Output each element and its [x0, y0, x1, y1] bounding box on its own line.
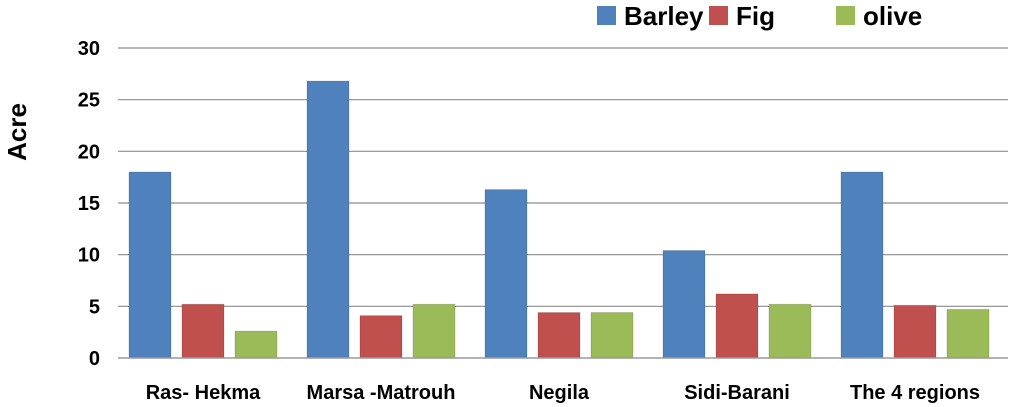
x-tick-label: Marsa -Matrouh [307, 382, 456, 404]
y-tick-label: 10 [78, 245, 100, 267]
bar-barley-2 [306, 80, 350, 359]
y-tick-label: 30 [78, 38, 100, 60]
bar-fig-1 [181, 303, 225, 359]
bar-olive-1 [234, 330, 278, 359]
bar-fig-4 [715, 293, 759, 359]
x-tick-label: Sidi-Barani [684, 382, 790, 404]
bar-fig-5 [893, 304, 937, 359]
x-tick-label: The 4 regions [850, 382, 980, 404]
bar-barley-3 [484, 189, 528, 359]
y-tick-label: 25 [78, 90, 100, 112]
y-tick-label: 20 [78, 141, 100, 163]
bar-barley-5 [840, 171, 884, 359]
y-tick-label: 15 [78, 193, 100, 215]
legend: Barley Fig olive [597, 1, 922, 31]
legend-label-fig: Fig [736, 1, 775, 31]
y-axis-label: Acre [2, 103, 32, 161]
legend-label-olive: olive [863, 1, 922, 31]
bar-fig-3 [537, 312, 581, 359]
bar-barley-4 [662, 250, 706, 359]
bar-olive-4 [768, 303, 812, 359]
x-axis-ticks: Ras- Hekma Marsa -Matrouh Negila Sidi-Baran… [146, 382, 980, 404]
bar-barley-1 [128, 171, 172, 359]
legend-swatch-fig [709, 6, 728, 25]
bar-olive-5 [946, 309, 990, 359]
x-tick-label: Negila [529, 382, 590, 404]
legend-label-barley: Barley [624, 1, 704, 31]
y-axis-ticks: 0 5 10 15 20 25 30 [78, 38, 100, 370]
bar-fig-2 [359, 315, 403, 359]
x-tick-label: Ras- Hekma [146, 382, 261, 404]
bar-olive-2 [412, 303, 456, 359]
legend-swatch-olive [836, 6, 855, 25]
bar-olive-3 [590, 312, 634, 359]
bars [128, 80, 990, 359]
y-tick-label: 5 [89, 296, 100, 318]
legend-swatch-barley [597, 6, 616, 25]
y-tick-label: 0 [89, 348, 100, 370]
